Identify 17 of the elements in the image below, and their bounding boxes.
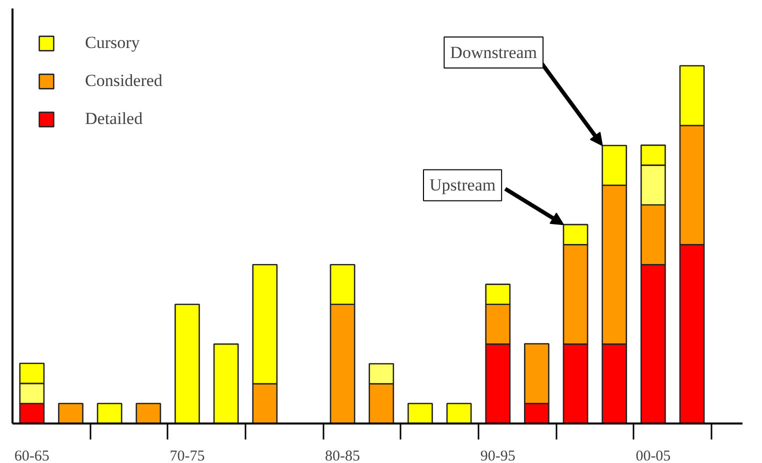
bar	[58, 402, 84, 424]
text: Downstream	[450, 43, 538, 62]
x-tick-label: 60-65	[14, 448, 50, 463]
x-tick-label: 00-05	[636, 448, 671, 463]
x-tick-label: 80-85	[325, 448, 360, 463]
legend-label: Detailed	[85, 109, 143, 129]
legend-label: Cursory	[85, 33, 140, 53]
x-tick-label: 90-95	[480, 448, 516, 463]
bar	[213, 343, 239, 424]
x-tick-label: 70-75	[170, 448, 205, 463]
bar	[408, 402, 433, 424]
annotation: Upstream	[429, 176, 496, 195]
bar	[96, 402, 122, 424]
bar	[446, 402, 472, 424]
bar	[136, 402, 162, 424]
bar	[174, 304, 200, 424]
legend-label: Considered	[85, 71, 162, 91]
